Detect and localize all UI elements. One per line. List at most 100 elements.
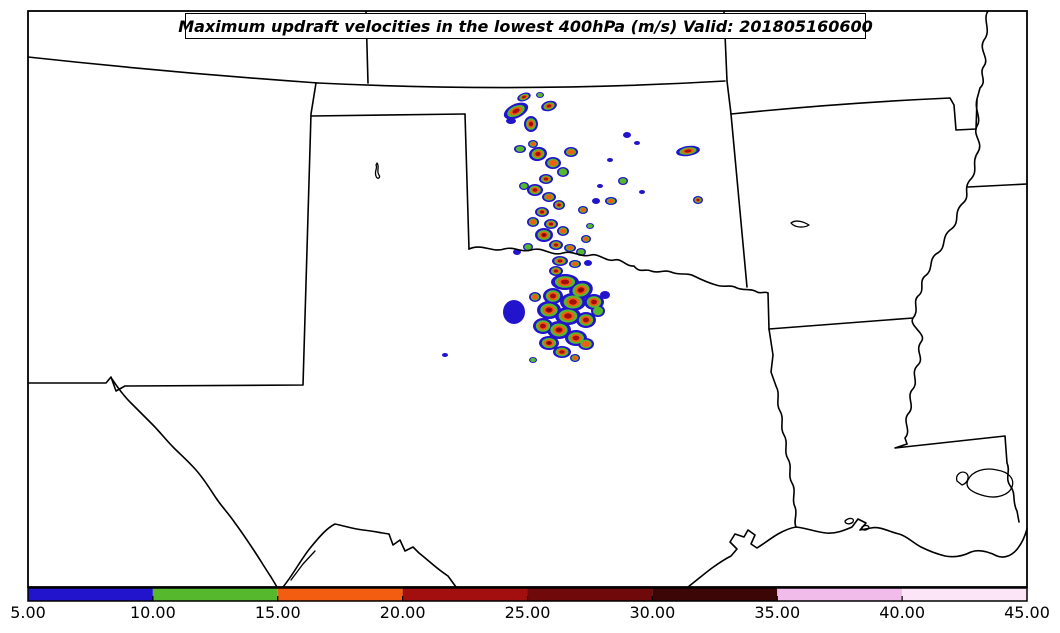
laguna-madre-barrier-island bbox=[290, 550, 316, 581]
storm-cell-contour bbox=[558, 168, 568, 176]
title-box: Maximum updraft velocities in the lowest… bbox=[178, 13, 873, 39]
sabine-river-texas-louisiana-border bbox=[768, 328, 797, 528]
storm-cell-contour bbox=[530, 142, 536, 146]
lake-maurepas bbox=[955, 471, 969, 486]
texas-gulf-coast-west bbox=[282, 523, 457, 588]
storm-cell-contour bbox=[532, 294, 538, 300]
texas-panhandle-east-border bbox=[464, 113, 470, 250]
colorbar-segment bbox=[777, 588, 903, 601]
missouri-arkansas-border-bootheel bbox=[730, 97, 978, 131]
storm-cell-contour bbox=[549, 160, 557, 166]
storm-cell-contour bbox=[572, 262, 578, 266]
storm-cell-contour bbox=[512, 108, 520, 114]
lake-pontchartrain bbox=[966, 468, 1014, 498]
storm-cell-contour bbox=[619, 178, 627, 184]
colorbar-segment bbox=[652, 588, 778, 601]
storm-cell-contour bbox=[560, 228, 566, 234]
colorbar-tick-label: 35.00 bbox=[754, 603, 801, 622]
storm-cell-contour bbox=[442, 353, 448, 357]
plot-title: Maximum updraft velocities in the lowest… bbox=[178, 16, 873, 36]
storm-cell-contour bbox=[515, 146, 525, 152]
storm-cell-contour bbox=[567, 149, 575, 155]
storm-cell-contour bbox=[553, 269, 559, 273]
storm-cell-contour bbox=[607, 158, 613, 162]
lakes bbox=[374, 162, 1014, 498]
storm-cell-contour bbox=[545, 194, 553, 200]
colorbar bbox=[27, 587, 1028, 602]
storm-cell-contour bbox=[530, 357, 536, 363]
storm-cell-contour bbox=[547, 341, 551, 345]
storm-cell-contour bbox=[521, 95, 527, 99]
storm-cell-contour bbox=[580, 208, 586, 212]
storm-cell-contour bbox=[567, 246, 573, 250]
colorbar-segment bbox=[152, 588, 278, 601]
kansas-oklahoma-border bbox=[317, 80, 726, 89]
storm-cell-contour bbox=[539, 210, 545, 214]
colorbar-segment bbox=[527, 588, 653, 601]
storm-cell-contour bbox=[540, 323, 546, 329]
storm-cell-contour bbox=[550, 293, 556, 299]
newmexico-texas-border bbox=[27, 82, 317, 392]
oklahoma-panhandle-south-border bbox=[310, 113, 466, 117]
colorbar-tick-label: 40.00 bbox=[879, 603, 926, 622]
storm-cell-contour bbox=[579, 288, 583, 292]
tennessee-mississippi-border bbox=[967, 183, 1028, 188]
storm-cell-contour bbox=[600, 291, 610, 299]
mississippi-river bbox=[904, 10, 989, 445]
storm-cell-contour bbox=[546, 104, 552, 108]
storm-cell-contour bbox=[557, 203, 561, 207]
storm-cell-contour bbox=[548, 222, 554, 226]
storm-cell-contour bbox=[564, 313, 572, 319]
colorbar-tick-label: 10.00 bbox=[129, 603, 176, 622]
storm-cell-contour bbox=[557, 328, 561, 332]
storm-cell-contour bbox=[587, 223, 593, 229]
storm-cell-contour bbox=[582, 341, 590, 347]
texas-arkansas-border bbox=[767, 292, 770, 330]
storm-cell-contour bbox=[506, 118, 516, 124]
storm-cell-contour bbox=[684, 149, 692, 153]
colorbar-segment bbox=[402, 588, 528, 601]
storm-cell-contour bbox=[597, 184, 603, 188]
state-borders bbox=[27, 10, 1028, 523]
storm-cell-contour bbox=[503, 300, 525, 324]
storm-cell-contour bbox=[528, 121, 534, 127]
storm-cell-contour bbox=[592, 306, 604, 316]
colorbar-frame bbox=[27, 587, 1028, 602]
storm-cell-contour bbox=[530, 219, 536, 225]
storm-cell-contour bbox=[524, 244, 532, 250]
storm-cell-contour bbox=[557, 259, 563, 263]
storm-cell-contour bbox=[583, 237, 589, 241]
louisiana-mississippi-border-pearl-river bbox=[894, 435, 1020, 523]
colorbar-tick-label: 20.00 bbox=[379, 603, 426, 622]
storm-cell-contour bbox=[520, 183, 528, 189]
texas-panhandle-lake bbox=[374, 162, 381, 179]
colorbar-segment bbox=[277, 588, 403, 601]
rivers bbox=[111, 10, 989, 588]
rio-grande-river bbox=[111, 378, 278, 588]
storm-cell-contour bbox=[584, 260, 592, 266]
colorbar-tick-label: 15.00 bbox=[254, 603, 301, 622]
storm-cell-contour bbox=[577, 249, 585, 255]
arkansas-lake bbox=[790, 220, 810, 228]
storm-cell-contour bbox=[583, 317, 589, 323]
plot-border bbox=[27, 10, 1028, 588]
storm-cell-layer bbox=[442, 92, 703, 363]
arkansas-louisiana-border bbox=[768, 317, 914, 330]
storm-cell-contour bbox=[537, 92, 543, 98]
red-river bbox=[468, 246, 769, 294]
storm-cell-contour bbox=[623, 132, 631, 138]
storm-cell-contour bbox=[572, 335, 580, 341]
colorbar-segment bbox=[28, 588, 153, 601]
storm-cell-contour bbox=[569, 299, 577, 305]
storm-cell-contour bbox=[543, 177, 549, 181]
storm-cell-contour bbox=[535, 151, 541, 157]
storm-cell-contour bbox=[696, 198, 700, 202]
storm-cell-contour bbox=[532, 188, 538, 192]
storm-cell-contour bbox=[553, 243, 559, 247]
colorbar-tick-label: 25.00 bbox=[504, 603, 551, 622]
coastline bbox=[282, 517, 1028, 588]
storm-cell-contour bbox=[560, 279, 570, 285]
storm-cell-contour bbox=[559, 350, 565, 354]
